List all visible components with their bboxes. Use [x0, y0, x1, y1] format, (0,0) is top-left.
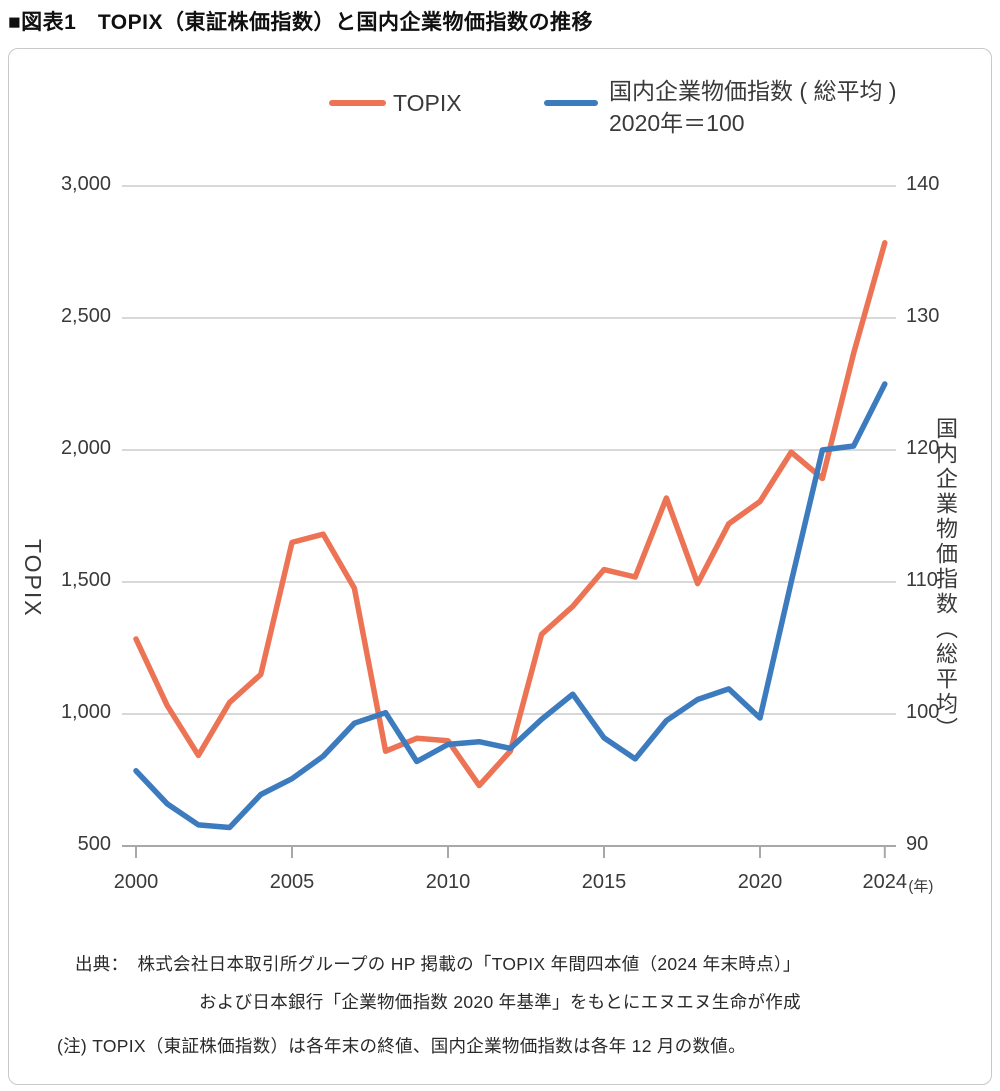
right-axis-title: 国内企業物価指数（総平均） [933, 417, 958, 742]
x-axis-tick-label: 2024 (年) [862, 871, 934, 895]
right-axis-tick-label: 120 [906, 437, 940, 459]
left-axis-tick-label: 1,500 [60, 569, 111, 591]
topix-line [133, 240, 888, 789]
legend-label-cgpi: 国内企業物価指数 ( 総平均 ) 2020年＝100 [609, 75, 897, 139]
left-axis-tick-label: 2,500 [60, 305, 111, 327]
right-axis-tick-label: 100 [906, 701, 940, 723]
legend-cgpi-line1: 国内企業物価指数 ( 総平均 ) [609, 78, 897, 104]
left-axis-tick-label: 2,000 [60, 437, 111, 459]
note-line: (注) TOPIX（東証株価指数）は各年末の終値、国内企業物価指数は各年 12 … [57, 1036, 746, 1056]
source-line-2: および日本銀行「企業物価指数 2020 年基準」をもとにエヌエヌ生命が作成 [199, 992, 801, 1012]
left-axis-tick-label: 1,000 [60, 701, 111, 723]
legend-cgpi-line2: 2020年＝100 [609, 110, 745, 136]
x-axis-tick-label: 2010 [425, 871, 471, 893]
legend-label-topix: TOPIX [393, 90, 462, 116]
figure-title: ■図表1 TOPIX（東証株価指数）と国内企業物価指数の推移 [8, 11, 593, 34]
right-axis-tick-label: 140 [906, 173, 940, 195]
source-line-1: 出典： 株式会社日本取引所グループの HP 掲載の「TOPIX 年間四本値（20… [75, 954, 801, 974]
x-axis-tick-label: 2015 [581, 871, 627, 893]
left-axis-tick-label: 3,000 [60, 173, 111, 195]
x-axis-tick-label: 2020 [737, 871, 783, 893]
topix-line-swatch [329, 100, 386, 106]
right-axis-tick-label: 90 [906, 833, 929, 855]
right-axis-tick-label: 130 [906, 305, 940, 327]
cgpi-line [133, 381, 888, 831]
left-axis-title: TOPIX [20, 539, 46, 618]
chart-canvas [122, 185, 896, 858]
plot-area: TOPIX 国内企業物価指数 ( 総平均 ) 2020年＝100 TOPIX 国内… [9, 49, 991, 1084]
x-axis-tick-label: 2000 [113, 871, 159, 893]
left-axis-tick-label: 500 [77, 833, 111, 855]
right-axis-tick-label: 110 [906, 569, 938, 591]
chart-card: TOPIX 国内企業物価指数 ( 総平均 ) 2020年＝100 TOPIX 国内… [8, 48, 992, 1085]
x-axis-unit-label: (年) [908, 878, 934, 895]
x-axis-tick-label: 2005 [269, 871, 315, 893]
cgpi-line-swatch [544, 100, 598, 106]
